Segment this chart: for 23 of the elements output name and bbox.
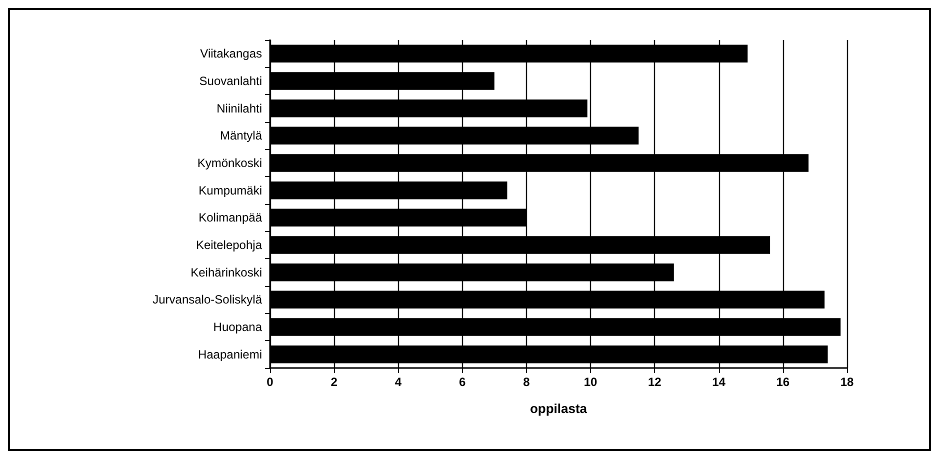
x-tick-label: 4 [394, 375, 402, 389]
y-tick-label: Haapaniemi [198, 347, 262, 362]
y-tick-label: Mäntylä [220, 128, 262, 143]
y-tick-label: Suovanlahti [199, 74, 262, 88]
y-tick-label: Jurvansalo-Soliskylä [152, 292, 262, 307]
y-tick-label: Huopana [213, 320, 262, 334]
y-tick-label: Keitelepohja [196, 238, 262, 252]
x-tick-label: 16 [776, 375, 790, 389]
x-tick-label: 12 [648, 375, 662, 389]
x-tick-label: 6 [458, 375, 466, 389]
x-tick-label: 8 [523, 375, 530, 389]
x-tick-label: 10 [584, 375, 598, 389]
y-tick-label: Kolimanpää [198, 210, 262, 225]
x-tick-label: 2 [330, 375, 338, 389]
y-tick-label: Kymönkoski [197, 156, 262, 170]
y-tick-label: Keihärinkoski [190, 265, 262, 280]
x-tick-label: 14 [712, 375, 726, 389]
y-tick-label: Kumpumäki [198, 183, 262, 198]
x-tick-label: 0 [266, 375, 274, 389]
y-tick-label: Niinilahti [216, 101, 262, 116]
x-axis-title: oppilasta [530, 401, 588, 416]
x-tick-label: 18 [840, 375, 854, 389]
y-tick-label: Viitakangas [200, 46, 262, 61]
